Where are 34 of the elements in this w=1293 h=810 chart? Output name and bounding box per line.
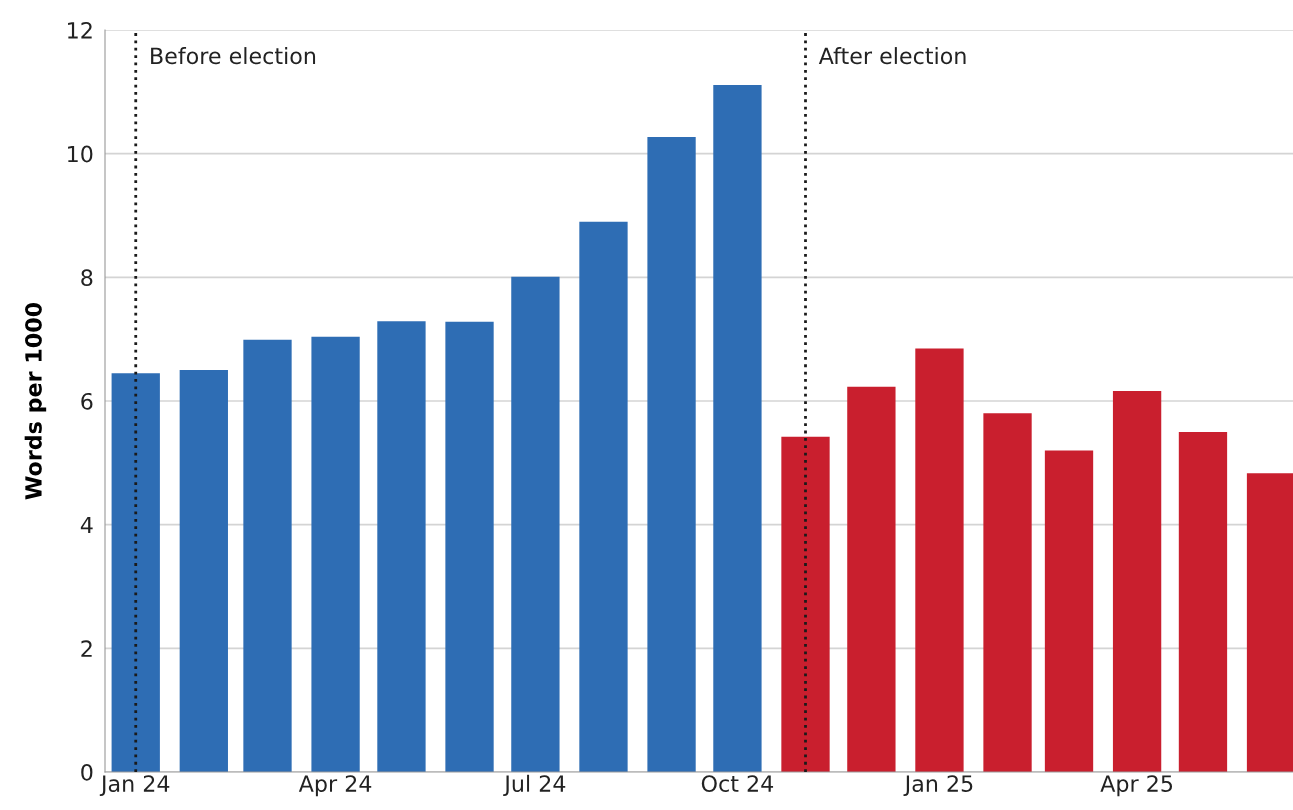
- y-tick-label: 2: [81, 640, 92, 657]
- y-tick-label: 12: [68, 21, 92, 39]
- bar: [179, 370, 228, 772]
- bar: [579, 221, 628, 772]
- y-tick-label: 4: [80, 516, 93, 534]
- x-tick-label: Apr 25: [1100, 775, 1173, 797]
- y-tick-label: 8: [81, 269, 93, 287]
- bar: [1246, 473, 1293, 772]
- bar: [713, 85, 762, 772]
- bar: [377, 321, 426, 772]
- bar: [445, 321, 494, 772]
- y-tick-label: 0: [81, 763, 93, 781]
- x-tick-label: Jan 25: [903, 775, 973, 797]
- bar: [915, 348, 964, 772]
- bar: [311, 336, 360, 772]
- bar: [243, 339, 292, 772]
- bar: [647, 136, 696, 772]
- y-tick-label: 10: [68, 145, 93, 163]
- x-tick-label: Jan 24: [99, 775, 170, 797]
- bar: [983, 413, 1032, 772]
- x-tick-label: Oct 24: [701, 775, 774, 792]
- bar: [111, 373, 160, 772]
- x-tick-label: Jul 24: [503, 774, 566, 797]
- bar: [781, 436, 830, 772]
- bar: [847, 386, 896, 772]
- ref-line-label: After election: [818, 47, 966, 65]
- bar: [1112, 391, 1162, 772]
- x-tick-label: Apr 24: [298, 775, 372, 797]
- bar: [1178, 431, 1228, 772]
- bar: [511, 276, 560, 772]
- ref-line-label: Before election: [151, 47, 316, 65]
- y-tick-label: 6: [81, 392, 93, 410]
- bar: [1044, 450, 1094, 772]
- y-axis-title: Words per 1000: [24, 302, 47, 500]
